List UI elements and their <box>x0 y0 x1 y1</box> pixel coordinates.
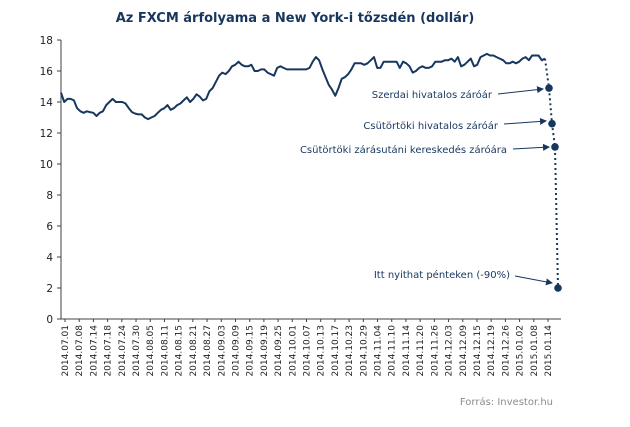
y-tick-label: 10 <box>40 159 53 171</box>
x-tick-label: 2014.10.17 <box>331 325 341 377</box>
x-tick-label: 2014.07.01 <box>61 325 71 377</box>
x-tick-label: 2014.11.14 <box>402 325 412 377</box>
price-point-marker <box>548 119 556 128</box>
x-tick-label: 2014.11.10 <box>388 325 398 377</box>
x-axis: 2014.07.01 2014.07.08 2014.07.14 2014.07.18… <box>61 318 561 377</box>
x-tick-label: 2014.10.23 <box>345 325 355 377</box>
x-tick-label: 2014.07.08 <box>75 325 85 377</box>
x-tick-label: 2014.08.21 <box>189 325 199 377</box>
annotation-label: Csütörtöki zárásutáni kereskedés záróára <box>300 144 507 156</box>
plot-area <box>60 52 562 292</box>
x-tick-label: 2014.09.19 <box>260 325 270 377</box>
y-tick-label: 14 <box>40 97 54 109</box>
x-tick-label: 2014.09.15 <box>246 325 256 377</box>
x-tick-label: 2014.12.09 <box>459 325 469 377</box>
x-tick-label: 2014.07.14 <box>89 325 99 377</box>
annotation-label: Itt nyithat pénteken (-90%) <box>374 269 510 281</box>
x-tick-label: 2014.10.13 <box>317 325 327 377</box>
x-tick-label: 2014.08.11 <box>160 325 170 377</box>
x-tick-label: 2014.10.07 <box>303 325 313 377</box>
x-tick-label: 2014.11.04 <box>374 325 384 377</box>
annotation-label: Szerdai hivatalos záróár <box>372 89 493 101</box>
x-tick-label: 2014.09.25 <box>274 325 284 377</box>
price-point-marker <box>551 143 559 151</box>
y-tick-label: 0 <box>46 314 53 326</box>
x-tick-label: 2014.11.20 <box>416 325 426 377</box>
x-tick-label: 2014.08.05 <box>146 325 156 377</box>
x-tick-label: 2014.12.19 <box>487 325 497 377</box>
x-tick-label: 2014.12.15 <box>473 325 483 377</box>
price-point-marker <box>545 84 553 92</box>
x-tick-label: 2015.01.14 <box>544 325 554 377</box>
source-note: Forrás: Investor.hu <box>460 396 553 408</box>
y-tick-label: 18 <box>40 35 53 47</box>
x-tick-label: 2014.09.09 <box>231 325 241 377</box>
x-tick-label: 2014.11.26 <box>430 325 440 377</box>
annotation-arrow <box>497 86 544 95</box>
y-tick-label: 6 <box>46 221 53 233</box>
x-tick-label: 2014.08.27 <box>203 325 213 377</box>
x-tick-label: 2015.01.02 <box>516 325 526 377</box>
x-tick-label: 2014.07.18 <box>104 325 114 377</box>
x-tick-label: 2015.01.08 <box>530 325 540 377</box>
x-tick-label: 2014.07.24 <box>118 325 128 377</box>
y-tick-label: 12 <box>40 128 53 140</box>
x-tick-label: 2014.10.01 <box>288 325 298 377</box>
price-drop-dotted-line <box>544 58 559 289</box>
annotation-arrow <box>503 117 547 125</box>
y-tick-label: 8 <box>46 190 53 202</box>
x-tick-label: 2014.10.29 <box>359 325 369 377</box>
annotation-arrow <box>514 275 553 286</box>
y-tick-label: 4 <box>46 252 53 264</box>
x-tick-label: 2014.08.15 <box>175 325 185 377</box>
annotation-arrow <box>512 143 550 151</box>
y-tick-label: 16 <box>40 66 54 78</box>
chart-title: Az FXCM árfolyama a New York-i tőzsdén (… <box>116 11 475 26</box>
y-tick-label: 2 <box>46 283 53 295</box>
y-axis: 0 2 4 6 8 10 12 14 16 18 <box>40 35 62 326</box>
x-tick-label: 2014.07.30 <box>132 325 142 377</box>
price-point-marker <box>554 284 562 292</box>
annotation-label: Csütörtöki hivatalos záróár <box>363 120 498 132</box>
x-tick-label: 2014.12.26 <box>501 325 511 377</box>
x-tick-label: 2014.09.03 <box>217 325 227 377</box>
price-line <box>60 52 546 121</box>
annotations: Szerdai hivatalos záróár Csütörtöki hivat… <box>300 86 553 286</box>
x-tick-label: 2014.12.03 <box>445 325 455 377</box>
